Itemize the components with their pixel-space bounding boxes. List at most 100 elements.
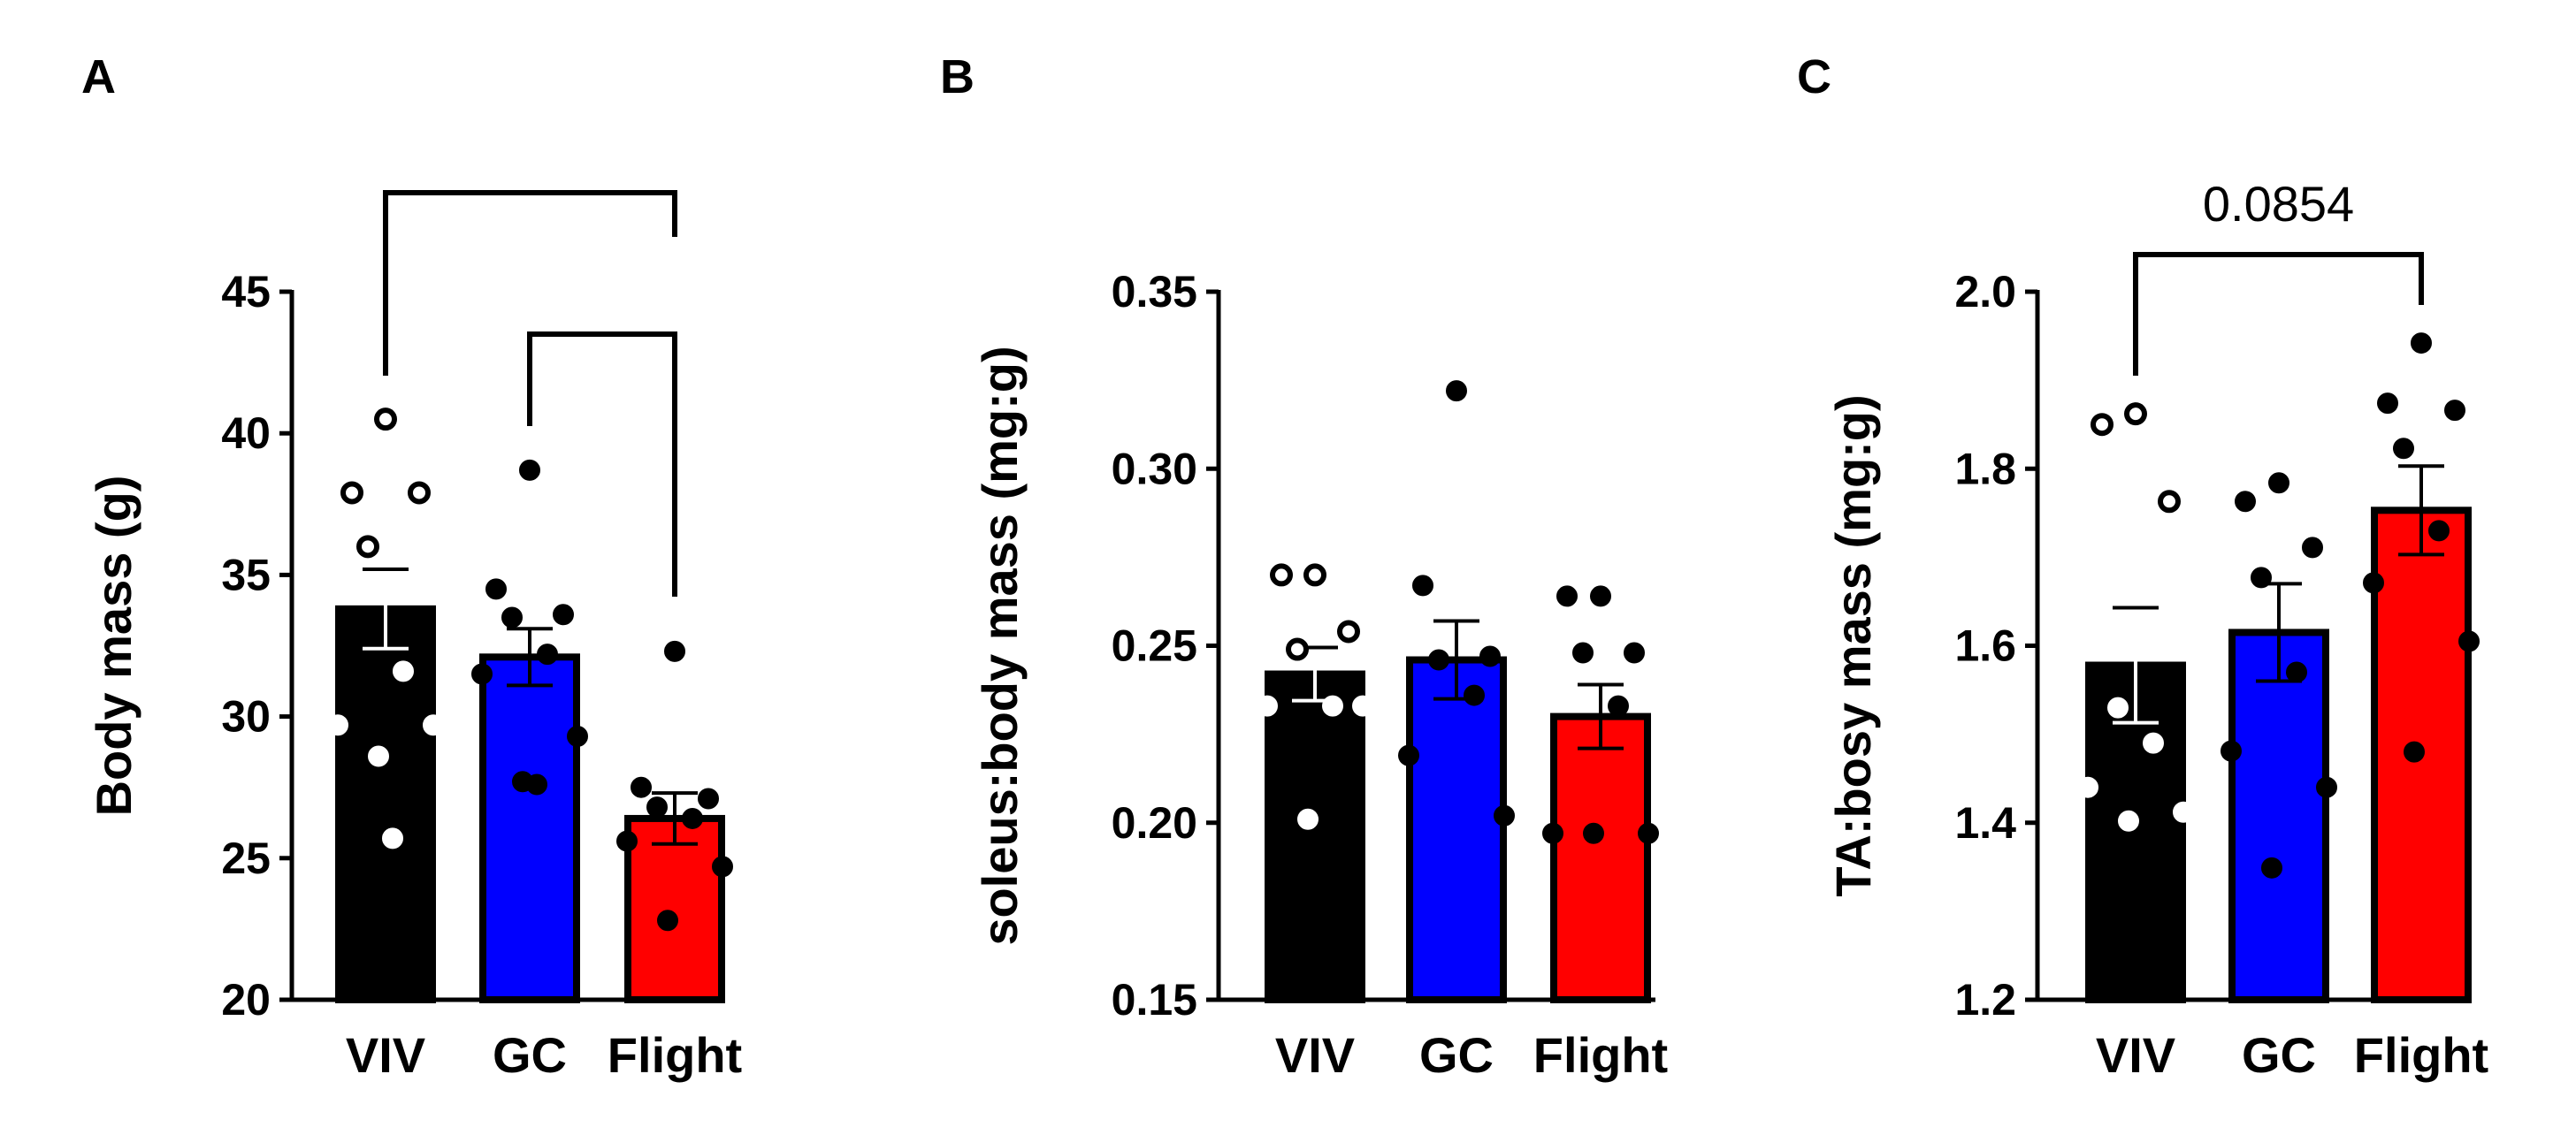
y-tick-label: 40 <box>221 408 271 458</box>
data-point <box>1464 684 1485 706</box>
y-tick-label: 1.4 <box>1954 798 2016 848</box>
data-point <box>2158 490 2181 514</box>
data-point <box>2143 732 2164 754</box>
x-tick-label-flight: Flight <box>608 1027 742 1083</box>
data-point <box>1494 804 1515 826</box>
data-point <box>1446 380 1467 402</box>
y-tick-label: 0.35 <box>1112 267 1197 316</box>
data-point <box>1556 585 1578 607</box>
x-tick-label-viv: VIV <box>346 1027 425 1083</box>
data-point <box>1583 822 1604 844</box>
data-point <box>1590 585 1611 607</box>
bar-viv <box>335 605 436 1004</box>
data-point <box>537 644 558 666</box>
data-point <box>1270 563 1293 587</box>
data-point <box>2444 400 2465 422</box>
data-point <box>2393 438 2414 460</box>
y-tick-label: 45 <box>221 267 271 316</box>
data-point <box>526 773 547 796</box>
comparison-bracket-viv-flight <box>2133 252 2424 376</box>
data-point <box>1624 642 1645 664</box>
data-point <box>382 827 403 849</box>
x-tick-label-gc: GC <box>1419 1027 1494 1083</box>
y-axis-title: Body mass (g) <box>86 476 141 817</box>
data-point <box>1572 642 1594 664</box>
data-point <box>1257 695 1278 717</box>
y-tick-label: 1.8 <box>1954 444 2016 493</box>
data-point <box>567 726 588 748</box>
data-point <box>2173 801 2194 823</box>
y-tick-label: 0.25 <box>1112 621 1197 671</box>
panel-letter: B <box>940 50 975 103</box>
data-point <box>664 640 685 662</box>
y-tick-label: 1.6 <box>1954 621 2016 671</box>
data-point <box>2428 520 2450 542</box>
x-tick-label-flight: Flight <box>2354 1027 2488 1083</box>
data-point <box>2091 413 2114 437</box>
x-tick-label-gc: GC <box>2242 1027 2316 1083</box>
data-point <box>2251 567 2272 589</box>
data-point <box>485 578 507 600</box>
data-point <box>2124 402 2147 426</box>
data-point <box>2363 572 2384 594</box>
data-point <box>2261 857 2282 879</box>
data-point <box>1479 645 1501 667</box>
data-point <box>698 788 719 810</box>
data-point <box>2411 332 2432 354</box>
data-point <box>2286 661 2307 683</box>
data-point <box>1428 649 1449 671</box>
panel-c: C TA:bosy mass (mg:g) VIV GC Flight 1.2 1.4 1.6… <box>1797 50 2488 1083</box>
data-point <box>519 459 540 481</box>
bar-gc <box>2228 628 2329 1003</box>
data-point <box>2235 491 2256 513</box>
comparison-bracket-gc-flight <box>527 331 677 597</box>
data-point <box>2404 741 2425 763</box>
x-tick-label-viv: VIV <box>2096 1027 2175 1083</box>
data-point <box>657 910 678 932</box>
data-point <box>616 830 638 852</box>
data-point <box>1352 695 1373 717</box>
data-point <box>327 714 348 736</box>
data-point <box>2268 472 2289 494</box>
x-tick-label-flight: Flight <box>1533 1027 1668 1083</box>
panel-a: A Body mass (g) VIV GC Flight 20 25 30 35 40 45 <box>81 50 742 1083</box>
y-tick-label: 1.2 <box>1954 975 2016 1025</box>
data-point <box>340 481 363 505</box>
data-point <box>1297 808 1319 830</box>
data-point <box>2377 392 2398 415</box>
data-point <box>408 481 431 505</box>
x-tick-label-viv: VIV <box>1275 1027 1355 1083</box>
p-value-label: 0.0854 <box>2203 176 2354 232</box>
data-point <box>1608 695 1629 717</box>
data-point <box>2077 776 2098 798</box>
data-point <box>1638 822 1659 844</box>
data-point <box>712 856 733 878</box>
data-point <box>1303 563 1326 587</box>
data-point <box>646 796 668 819</box>
data-point <box>356 535 379 559</box>
y-axis-title: TA:bosy mass (mg:g) <box>1825 394 1881 896</box>
y-tick-label: 2.0 <box>1954 267 2016 316</box>
panel-letter: C <box>1797 50 1831 103</box>
y-tick-label: 0.30 <box>1112 444 1197 493</box>
y-tick-label: 0.20 <box>1112 798 1197 848</box>
y-tick-label: 20 <box>221 975 271 1025</box>
data-point <box>368 745 389 767</box>
y-axis-title: soleus:body mass (mg:g) <box>972 346 1028 945</box>
bar-gc <box>1406 656 1507 1004</box>
data-point <box>1286 637 1309 661</box>
data-point <box>471 663 493 685</box>
panel-letter: A <box>81 50 116 103</box>
data-point <box>1542 822 1563 844</box>
data-point <box>2118 810 2139 832</box>
data-point <box>2221 740 2242 762</box>
data-point <box>1322 695 1343 717</box>
y-tick-label: 35 <box>221 550 271 599</box>
data-point <box>2107 697 2129 719</box>
data-point <box>2302 537 2323 559</box>
data-point <box>501 606 523 628</box>
data-point <box>374 408 397 431</box>
data-point <box>2458 630 2480 652</box>
bar-flight <box>1550 712 1651 1003</box>
